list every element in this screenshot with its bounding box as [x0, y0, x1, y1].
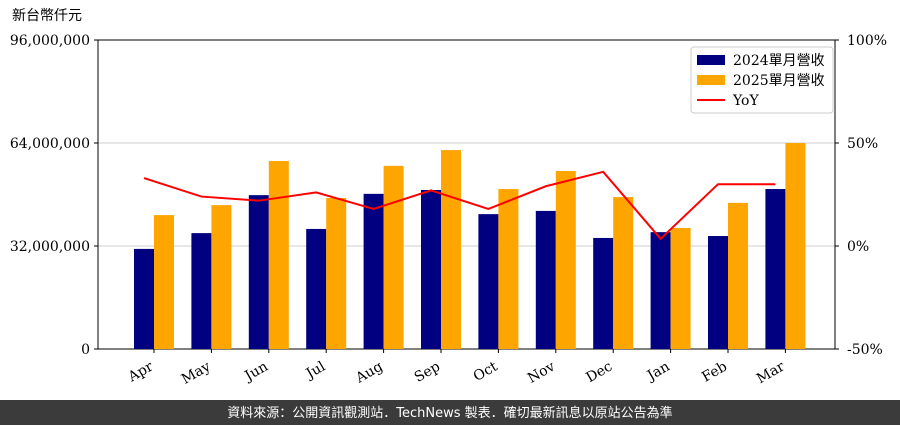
y2-tick-label: 100%: [847, 33, 887, 49]
bar: [421, 189, 441, 349]
bar: [498, 189, 519, 349]
bar: [326, 198, 347, 349]
bar: [441, 150, 461, 349]
bar: [670, 227, 691, 349]
bar: [785, 143, 806, 349]
legend-swatch: [697, 55, 725, 65]
yoy-line: [143, 170, 776, 241]
bar: [154, 215, 174, 349]
bar: [708, 236, 728, 349]
bar: [478, 214, 499, 349]
bar: [268, 161, 289, 349]
bar: [211, 205, 232, 349]
plot-frame: [97, 39, 836, 350]
y2-tick-label: 50%: [847, 136, 878, 152]
y-tick-label: 0: [81, 342, 90, 358]
footer-bar: [0, 400, 900, 425]
bar: [555, 171, 576, 349]
bar: [728, 202, 748, 349]
bar: [306, 228, 327, 349]
footer-text: 資料來源：公開資訊觀測站．TechNews 製表．確切最新訊息以原站公告為準: [227, 405, 672, 421]
bar: [535, 210, 556, 349]
y2-tick-label: -50%: [847, 342, 883, 358]
bar: [613, 197, 634, 349]
bar: [593, 237, 614, 349]
y-tick-label: 64,000,000: [10, 136, 90, 152]
y-tick-label: 32,000,000: [10, 239, 90, 255]
legend-label: YoY: [732, 93, 759, 109]
legend-swatch: [697, 75, 725, 85]
y-axis-label: 新台幣仟元: [12, 8, 82, 24]
legend-frame: [690, 46, 834, 114]
y2-tick-label: 0%: [847, 239, 869, 255]
bar: [191, 233, 212, 349]
bar: [765, 189, 786, 349]
legend-label: 2024單月營收: [733, 53, 825, 69]
y-tick-label: 96,000,000: [10, 33, 90, 49]
bar: [363, 193, 384, 349]
legend-label: 2025單月營收: [733, 73, 825, 89]
bar: [383, 165, 404, 349]
bar: [248, 195, 269, 349]
bar: [650, 232, 671, 349]
bar: [134, 248, 154, 349]
